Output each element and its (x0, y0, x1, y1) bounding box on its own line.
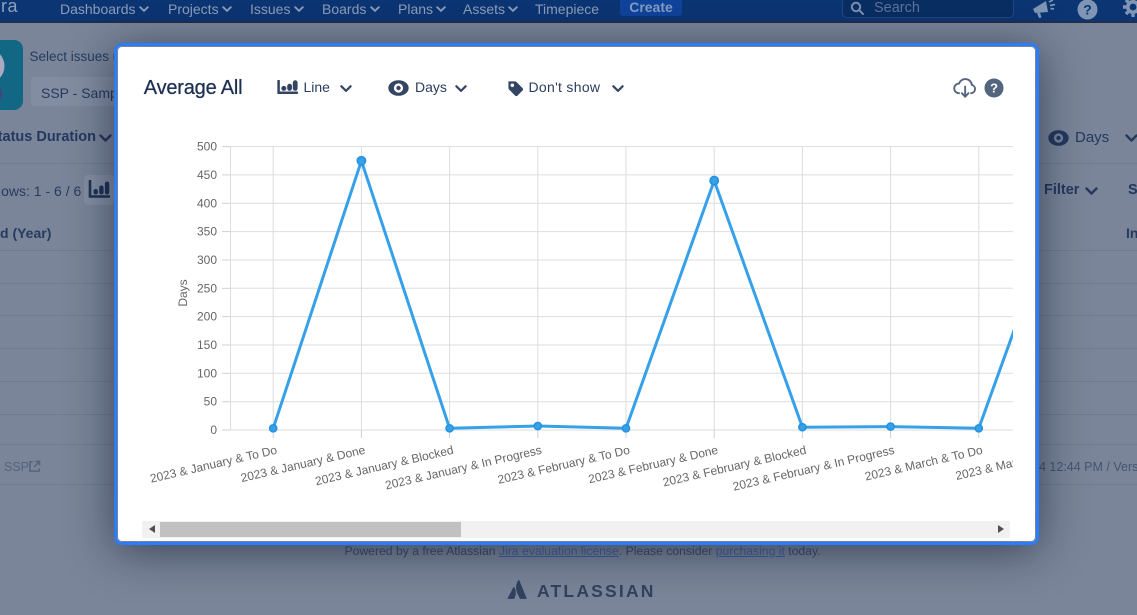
svg-text:300: 300 (196, 253, 216, 267)
svg-text:50: 50 (203, 395, 217, 409)
svg-text:500: 500 (196, 140, 216, 154)
svg-text:150: 150 (196, 338, 216, 352)
svg-text:350: 350 (196, 225, 216, 239)
svg-text:250: 250 (196, 281, 216, 295)
svg-text:?: ? (1083, 2, 1092, 18)
svg-text:450: 450 (196, 168, 216, 182)
svg-text:Days: Days (176, 279, 190, 306)
svg-text:200: 200 (196, 310, 216, 324)
svg-text:100: 100 (196, 366, 216, 380)
svg-text:?: ? (990, 80, 998, 95)
svg-text:400: 400 (196, 196, 216, 210)
svg-text:0: 0 (210, 423, 217, 437)
